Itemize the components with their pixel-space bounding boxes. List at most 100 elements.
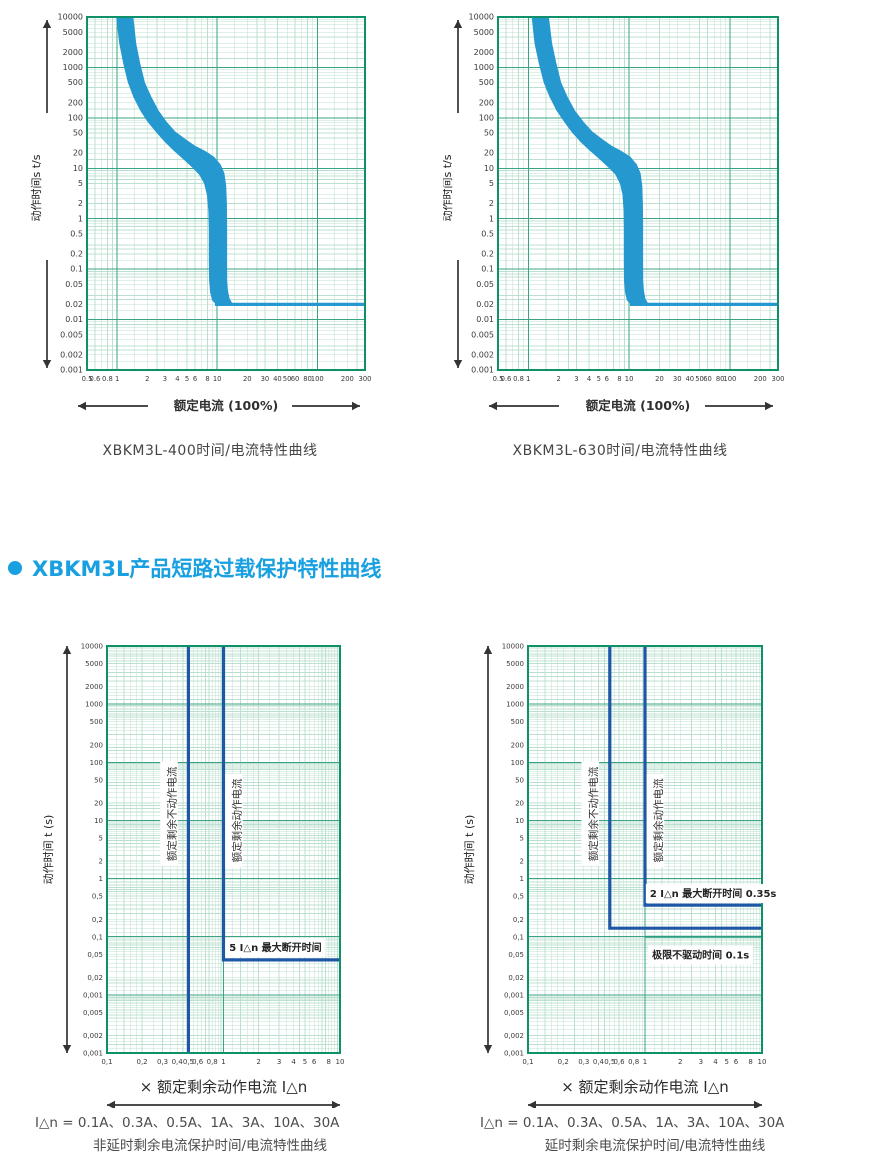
x-tick-label: 0,1 [101, 1058, 112, 1066]
y-tick-label: 20 [484, 149, 494, 158]
y-tick-label: 50 [94, 776, 103, 784]
arrowhead-down [62, 1045, 72, 1053]
x-tick-label: 2 [145, 375, 149, 383]
y-tick-label: 10 [73, 164, 83, 173]
arrowhead-down [453, 360, 463, 368]
x-axis-title: 额定电流 (100%) [174, 398, 278, 413]
x-tick-label: 0,6 [613, 1058, 625, 1066]
note-label: 2 I△n 最大断开时间 0.35s [650, 887, 777, 900]
x-tick-label: 300 [772, 375, 785, 383]
idn-values-left: I△n = 0.1A、0.3A、0.5A、1A、3A、10A、30A [35, 1115, 340, 1131]
y-tick-label: 0.5 [70, 229, 83, 238]
x-tick-label: 1 [115, 375, 119, 383]
x-tick-label: 5 [185, 375, 189, 383]
y-tick-label: 1000 [63, 63, 83, 72]
y-tick-label: 10 [94, 817, 103, 825]
x-tick-label: 80 [303, 375, 312, 383]
chart-rcd-non-delay: 10000 5000 2000 1000 500 200 100 50 20 10 5 2 1 0,5 0,… [35, 638, 385, 1110]
x-axis-title: × 额定剩余动作电流 I△n [561, 1078, 729, 1096]
x-tick-label: 40 [685, 375, 694, 383]
y-tick-label: 2 [520, 858, 524, 866]
y-tick-label: 2000 [506, 683, 524, 691]
trip-band [116, 17, 237, 305]
y-tick-label: 10000 [502, 643, 524, 651]
y-tick-label: 5 [520, 835, 524, 843]
x-tick-label: 0,4 [172, 1058, 184, 1066]
x-tick-label: 40 [273, 375, 282, 383]
x-tick-label: 10 [758, 1058, 767, 1066]
y-tick-label: 2 [99, 858, 103, 866]
y-tick-label: 1 [520, 875, 524, 883]
y-tick-label: 200 [479, 98, 494, 107]
grid [498, 16, 778, 371]
arrowhead-up [62, 646, 72, 654]
y-tick-label: 10 [484, 164, 494, 173]
x-tick-label: 200 [754, 375, 767, 383]
curve-caption-left: 非延时剩余电流保护时间/电流特性曲线 [92, 1138, 328, 1154]
x-tick-label: 4 [713, 1058, 718, 1066]
y-tick-label: 1 [99, 875, 103, 883]
vertical-label: 额定剩余不动作电流 [165, 766, 178, 861]
y-tick-label: 5 [99, 835, 103, 843]
curves [608, 646, 762, 938]
x-tick-label: 6 [734, 1058, 739, 1066]
y-tick-label: 0.02 [65, 300, 83, 309]
x-tick-label: 0,1 [522, 1058, 533, 1066]
x-tick-label: 6 [605, 375, 609, 383]
x-tick-label: 0.5 [493, 375, 504, 383]
y-tick-label: 50 [484, 129, 494, 138]
x-tick-label: 20 [243, 375, 252, 383]
x-tick-label: 60 [703, 375, 712, 383]
y-tick-label: 0,1 [513, 933, 524, 941]
vertical-label-bg [225, 773, 243, 868]
x-tick-label: 4 [587, 375, 591, 383]
y-tick-label: 2 [78, 199, 83, 208]
y-tick-label: 200 [511, 741, 524, 749]
y-tick-label: 0.01 [476, 315, 494, 324]
y-tick-label: 500 [68, 78, 83, 87]
curve-rated-residual-non-operating [608, 646, 762, 930]
x-tick-label: 300 [359, 375, 372, 383]
arrowhead-right [754, 1100, 762, 1110]
x-tick-label: 3 [699, 1058, 703, 1066]
curve-rated-residual-operating-max-break [643, 646, 762, 907]
y-tick-label: 0,005 [83, 1009, 103, 1017]
y-tick-label: 10000 [58, 13, 83, 22]
x-tick-label: 30 [673, 375, 682, 383]
y-tick-label: 0,002 [83, 1032, 103, 1040]
x-tick-label: 0.5 [82, 375, 93, 383]
caption-tc400: XBKM3L-400时间/电流特性曲线 [102, 443, 318, 459]
y-tick-label: 20 [73, 149, 83, 158]
y-tick-label: 50 [515, 776, 524, 784]
section-title: XBKM3L产品短路过载保护特性曲线 [32, 557, 382, 581]
y-tick-label: 0,5 [92, 893, 103, 901]
note-label-bg [225, 937, 326, 957]
y-tick-label: 50 [73, 129, 83, 138]
chart-svg-tc630: 100005000200010005002001005020105210.50.… [441, 13, 785, 413]
x-tick-label: 5 [597, 375, 601, 383]
y-tick-label: 0,05 [508, 951, 524, 959]
x-tick-label: 0.6 [90, 375, 101, 383]
x-tick-label: 20 [655, 375, 664, 383]
caption-tc630: XBKM3L-630时间/电流特性曲线 [512, 443, 728, 459]
vertical-label-bg [646, 773, 665, 868]
y-tick-label: 0,2 [513, 916, 524, 924]
y-tick-label: 10 [515, 817, 524, 825]
y-tick-label: 20 [94, 800, 103, 808]
arrowhead-up [483, 646, 493, 654]
y-tick-label: 5 [489, 179, 494, 188]
y-tick-label: 500 [90, 718, 103, 726]
y-tick-label: 0.5 [481, 229, 494, 238]
vertical-label-bg [160, 761, 178, 867]
vertical-label-bg [581, 761, 600, 867]
x-tick-label: 50 [283, 375, 292, 383]
y-tick-label: 2000 [474, 48, 494, 57]
y-tick-label: 2000 [63, 48, 83, 57]
x-tick-label: 0,2 [136, 1058, 147, 1066]
x-tick-label: 0,5 [604, 1058, 615, 1066]
curves [531, 17, 778, 306]
y-tick-label: 2 [489, 199, 494, 208]
arrowhead-up [42, 20, 52, 28]
x-tick-label: 4 [175, 375, 179, 383]
x-tick-label: 60 [291, 375, 300, 383]
